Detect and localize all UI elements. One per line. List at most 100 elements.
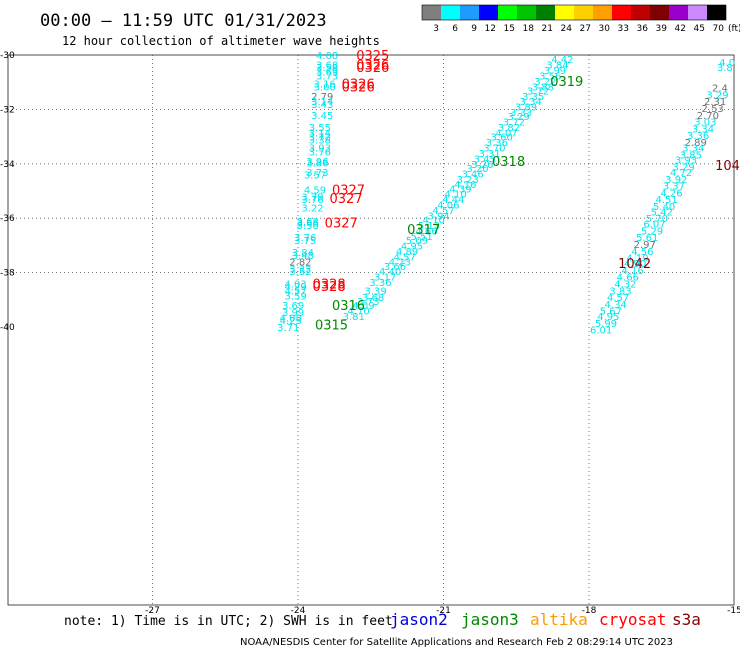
wave-height-label: 4.90 xyxy=(624,259,646,270)
legend-label: 24 xyxy=(561,24,573,34)
wave-height-label: 4.08 xyxy=(316,51,338,62)
y-tick-label: -32 xyxy=(0,105,15,115)
wave-height-label: 2.97 xyxy=(634,240,656,251)
legend-unit: (ft) xyxy=(728,24,740,34)
wave-height-label: 3.52 xyxy=(289,267,311,278)
wave-height-label: 3.14 xyxy=(309,129,331,140)
legend-swatch xyxy=(422,5,441,20)
legend-swatch xyxy=(574,5,593,20)
wave-height-label: 3.72 xyxy=(503,118,525,129)
wave-height-label: 3.89 xyxy=(515,103,537,114)
wave-height-label: 5.09 xyxy=(406,236,428,247)
wave-height-label: 3.14 xyxy=(311,97,333,108)
legend-swatch xyxy=(669,5,688,20)
x-tick-label: -15 xyxy=(727,606,740,616)
legend-swatch xyxy=(631,5,650,20)
wave-height-label: 6.07 xyxy=(643,220,665,231)
wave-height-label: 2.53 xyxy=(702,104,724,115)
wave-height-label: 4.42 xyxy=(551,55,573,66)
legend-swatch xyxy=(536,5,555,20)
wave-height-label: 3.56 xyxy=(539,71,561,82)
wave-height-label: 3.58 xyxy=(316,63,338,74)
pass-label: 0325 xyxy=(356,49,389,64)
wave-height-label: 2.31 xyxy=(704,97,726,108)
wave-height-label: 4.16 xyxy=(622,266,644,277)
wave-height-label: 4.44 xyxy=(442,195,464,206)
wave-height-label: 4.09 xyxy=(352,301,374,312)
grid xyxy=(7,54,735,606)
wave-height-label: 5.13 xyxy=(418,221,440,232)
wave-height-label: 5.29 xyxy=(641,226,663,237)
wave-height-label: 4.59 xyxy=(304,186,326,197)
wave-height-label: 3.93 xyxy=(675,156,697,167)
wave-height-label: 4.51 xyxy=(655,195,677,206)
wave-height-label: 3.86 xyxy=(306,158,328,169)
satellite-jason3: jason3 xyxy=(461,610,519,629)
wave-height-label: 2.82 xyxy=(289,258,311,269)
wave-height-label: 3.66 xyxy=(384,262,406,273)
wave-height-label: 3.66 xyxy=(297,218,319,229)
wave-height-label: 5.42 xyxy=(651,207,673,218)
plot-frame xyxy=(7,54,735,606)
wave-height-label: 4.66 xyxy=(617,273,639,284)
legend-swatch xyxy=(707,5,726,20)
wave-height-label: 3.60 xyxy=(491,133,513,144)
wave-height-label: 3.31 xyxy=(478,149,500,160)
chart-subtitle: 12 hour collection of altimeter wave hei… xyxy=(62,34,380,48)
wave-height-label: 3.43 xyxy=(311,100,333,111)
wave-height-label: 4.0 xyxy=(719,58,735,69)
wave-height-label: 3.34 xyxy=(682,143,704,154)
wave-height-label: 3.76 xyxy=(294,233,316,244)
plot-area: 4.083.683.583.693.733.163.002.793.143.43… xyxy=(277,49,740,337)
wave-height-label: 3.50 xyxy=(297,221,319,232)
wave-height-label: 2.70 xyxy=(697,111,719,122)
wave-height-label: 3.36 xyxy=(486,138,508,149)
wave-height-label: 5.40 xyxy=(653,202,675,213)
wave-height-label: 5.70 xyxy=(646,214,668,225)
legend-label: 9 xyxy=(471,24,477,34)
y-tick-label: -40 xyxy=(0,323,15,333)
wave-height-label: 4.72 xyxy=(670,168,692,179)
wave-height-label: 4.39 xyxy=(449,184,471,195)
wave-height-label: 3.76 xyxy=(301,195,323,206)
legend-label: 18 xyxy=(523,24,535,34)
wave-height-label: 4.26 xyxy=(660,188,682,199)
wave-height-label: 4.03 xyxy=(284,279,306,290)
x-tick-label: -24 xyxy=(291,606,306,616)
pass-label: 0326 xyxy=(356,59,389,74)
wave-height-label: 3.76 xyxy=(309,148,331,159)
wave-height-label: 3.39 xyxy=(364,286,386,297)
y-tick-label: -34 xyxy=(0,160,15,170)
wave-height-label: 4.95 xyxy=(401,241,423,252)
wave-height-label: 4.19 xyxy=(626,254,648,265)
legend-swatch xyxy=(479,5,498,20)
wave-height-label: 3.00 xyxy=(314,82,336,93)
wave-height-label: 3.29 xyxy=(508,112,530,123)
pass-label: 0326 xyxy=(342,78,375,93)
satellite-jason2: jason2 xyxy=(390,610,448,629)
wave-height-label: 4.10 xyxy=(423,216,445,227)
wave-height-label: 3.73 xyxy=(316,71,338,82)
wave-height-label: 2.79 xyxy=(311,92,333,103)
pass-label: 0327 xyxy=(325,216,358,231)
wave-height-label: 3.71 xyxy=(277,323,299,334)
wave-height-label: 3.16 xyxy=(314,80,336,91)
wave-height-label: 3.82 xyxy=(498,123,520,134)
wave-height-label: 3.83 xyxy=(609,286,631,297)
axis-ticks: -27 -24 -21 -18 -15 -30 -32 -34 -36 -38 -40 xyxy=(0,51,740,616)
wave-height-label: 3.69 xyxy=(282,301,304,312)
legend-swatch xyxy=(517,5,536,20)
wave-height-label: 3.99 xyxy=(282,308,304,319)
wave-height-label: 3.46 xyxy=(461,169,483,180)
pass-label: 0315 xyxy=(315,318,348,333)
legend-swatch xyxy=(593,5,612,20)
wave-height-label: 5.51 xyxy=(411,232,433,243)
legend-label: 15 xyxy=(504,24,515,34)
wave-height-label: 3.69 xyxy=(316,67,338,78)
wave-height-label: 4.07 xyxy=(495,129,517,140)
y-tick-label: -38 xyxy=(0,269,15,279)
wave-height-label: 3.85 xyxy=(680,150,702,161)
satellite-cryosat: cryosat xyxy=(599,610,666,629)
pass-label: 0316 xyxy=(332,299,365,314)
